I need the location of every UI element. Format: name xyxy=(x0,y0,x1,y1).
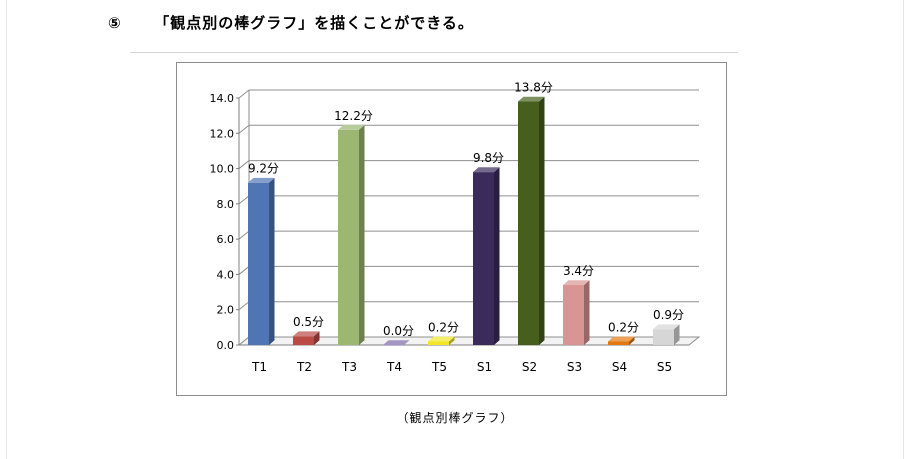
bar xyxy=(473,172,494,345)
bar-chart: 0.0 2.0 4.0 6.0 8.0 10.0 12.0 14.0 9.2分 T1 0.5分 T2 1… xyxy=(210,81,701,374)
section-number: ⑤ xyxy=(108,14,122,32)
bar-side xyxy=(359,124,365,345)
bar xyxy=(428,341,449,345)
bar-side xyxy=(494,167,500,345)
gridline-side xyxy=(238,195,250,205)
x-tick-label: T3 xyxy=(341,360,357,374)
bar-side xyxy=(584,280,590,345)
x-tick-label: T5 xyxy=(431,360,447,374)
bar-top xyxy=(338,124,365,130)
gridline-side xyxy=(238,230,250,240)
data-label: 0.5分 xyxy=(293,315,324,329)
bar xyxy=(383,345,404,346)
bar xyxy=(518,101,539,346)
x-tick-label: T4 xyxy=(386,360,402,374)
bar-side xyxy=(629,336,635,345)
data-label: 12.2分 xyxy=(334,109,373,123)
gridline-side xyxy=(238,301,250,311)
bar-top xyxy=(248,177,275,183)
bar-side xyxy=(674,324,680,345)
bar-side xyxy=(539,96,545,345)
y-tick-label: 6.0 xyxy=(217,233,235,246)
bar xyxy=(338,129,359,345)
page-border-left xyxy=(6,0,7,459)
chart-frame: 0.0 2.0 4.0 6.0 8.0 10.0 12.0 14.0 9.2分 T1 0.5分 T2 1… xyxy=(176,62,727,396)
data-label: 13.8分 xyxy=(514,81,553,95)
section-heading: ⑤ 「観点別の棒グラフ」を描くことができる。 xyxy=(108,12,474,33)
gridline-side xyxy=(238,124,250,134)
bar-top xyxy=(383,340,410,345)
y-tick-label: 4.0 xyxy=(217,268,235,281)
bar-top xyxy=(563,280,590,286)
y-tick-label: 10.0 xyxy=(210,163,235,176)
bar-top xyxy=(428,336,455,342)
gridline-side xyxy=(238,89,250,99)
data-label: 0.2分 xyxy=(428,320,459,334)
data-label: 0.0分 xyxy=(383,324,414,338)
bar-top xyxy=(518,96,545,102)
section-heading-text: 「観点別の棒グラフ」を描くことができる。 xyxy=(154,14,474,32)
bar-top xyxy=(473,167,500,173)
bar-top xyxy=(293,331,320,337)
bar xyxy=(608,341,629,345)
y-tick-label: 12.0 xyxy=(210,127,235,140)
divider-rule xyxy=(130,52,738,53)
gridline-side xyxy=(238,160,250,169)
bar xyxy=(248,182,269,345)
chart-caption: （観点別棒グラフ） xyxy=(396,411,514,425)
bar xyxy=(563,285,584,345)
x-tick-label: S3 xyxy=(567,360,582,374)
x-tick-label: T1 xyxy=(251,360,267,374)
data-label: 0.2分 xyxy=(608,320,639,334)
data-label: 0.9分 xyxy=(653,308,684,322)
y-tick-label: 2.0 xyxy=(217,304,235,317)
y-tick-label: 0.0 xyxy=(217,339,235,352)
bar-side xyxy=(314,331,320,345)
x-tick-label: S2 xyxy=(522,360,537,374)
y-tick-label: 14.0 xyxy=(210,92,235,105)
x-tick-label: S5 xyxy=(657,360,672,374)
bar xyxy=(293,336,314,345)
x-tick-label: S1 xyxy=(477,360,492,374)
x-tick-label: T2 xyxy=(296,360,312,374)
data-label: 9.8分 xyxy=(473,151,504,165)
data-label: 9.2分 xyxy=(248,162,279,176)
gridline-side xyxy=(238,266,250,275)
bar-top xyxy=(653,324,680,330)
x-tick-label: S4 xyxy=(612,360,627,374)
page-border-right xyxy=(903,0,904,459)
bar-side xyxy=(449,336,455,345)
bar-side xyxy=(269,177,275,345)
bar xyxy=(653,329,674,345)
y-tick-label: 8.0 xyxy=(217,198,235,211)
data-label: 3.4分 xyxy=(563,264,594,278)
bar-top xyxy=(608,336,635,342)
